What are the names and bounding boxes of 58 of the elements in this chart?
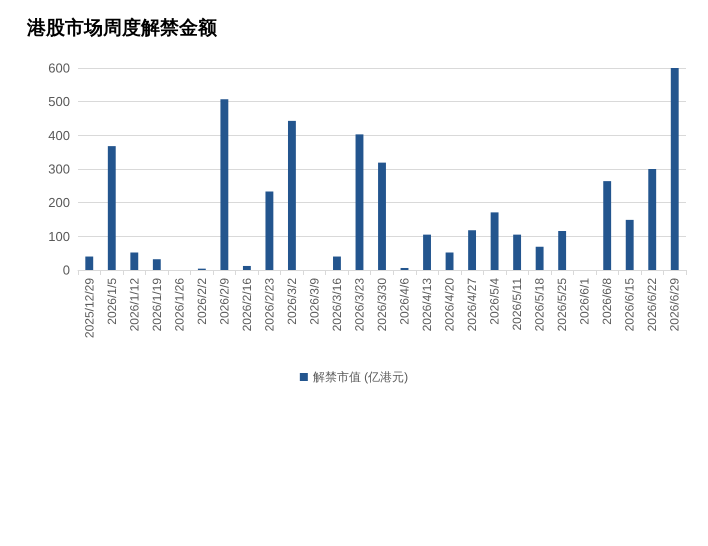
x-tick-label: 2026/2/23	[262, 278, 276, 332]
y-tick-label: 400	[48, 128, 70, 143]
bar	[423, 234, 431, 270]
x-tick-label: 2026/6/1	[578, 278, 592, 325]
x-tick-label: 2026/2/16	[240, 278, 254, 332]
bar	[130, 252, 138, 270]
x-tick-label: 2026/3/16	[330, 278, 344, 332]
y-tick-label: 100	[48, 228, 70, 244]
bar	[356, 134, 364, 270]
x-tick-label: 2026/4/6	[398, 278, 412, 325]
bar	[558, 230, 566, 270]
bar	[242, 266, 251, 270]
x-tick-label: 2026/5/11	[510, 278, 524, 330]
x-tick-label: 2026/2/9	[217, 278, 232, 325]
bar	[513, 234, 522, 270]
x-tick-label: 2025/12/29	[82, 278, 96, 338]
x-tick-label: 2026/6/8	[600, 278, 614, 325]
bar	[468, 230, 476, 270]
x-tick-label: 2026/5/25	[555, 278, 570, 332]
bar	[378, 162, 386, 270]
bar	[220, 99, 228, 270]
chart-title: 港股市场周度解禁金额	[26, 17, 218, 39]
x-tick-label: 2026/1/19	[150, 278, 164, 332]
bar	[648, 169, 656, 270]
x-tick-label: 2026/3/30	[375, 278, 389, 332]
bar	[670, 68, 679, 270]
x-tick-label: 2026/4/13	[420, 278, 434, 332]
bar	[490, 212, 499, 270]
x-tick-label: 2026/3/23	[352, 278, 366, 332]
x-tick-label: 2026/1/12	[127, 278, 142, 332]
bar	[626, 220, 634, 270]
y-tick-label: 500	[48, 94, 70, 110]
legend-label: 解禁市值 (亿港元)	[312, 370, 408, 384]
x-tick-label: 2026/1/26	[172, 278, 186, 332]
y-tick-label: 200	[48, 195, 70, 210]
x-tick-label: 2026/1/5	[104, 278, 119, 325]
bar	[333, 256, 341, 270]
x-tick-label: 2026/3/9	[307, 278, 322, 325]
bar	[603, 181, 612, 270]
y-tick-label: 300	[48, 162, 70, 176]
bar	[536, 246, 544, 270]
x-tick-label: 2026/3/2	[284, 278, 299, 325]
y-tick-label: 0	[62, 262, 70, 278]
x-tick-label: 2026/4/27	[465, 278, 480, 332]
bar	[85, 256, 94, 270]
x-tick-label: 2026/4/20	[442, 278, 457, 332]
x-tick-label: 2026/6/15	[622, 278, 637, 332]
bar	[152, 259, 161, 270]
bar	[265, 192, 274, 270]
x-tick-label: 2026/5/4	[488, 278, 502, 325]
x-tick-label: 2026/6/29	[668, 278, 682, 332]
bar	[446, 252, 454, 270]
x-tick-label: 2026/2/2	[194, 278, 209, 325]
x-tick-label: 2026/6/22	[645, 278, 660, 332]
bar	[288, 120, 296, 270]
bar	[108, 146, 116, 270]
x-tick-label: 2026/5/18	[532, 278, 547, 332]
y-tick-label: 600	[48, 60, 70, 76]
